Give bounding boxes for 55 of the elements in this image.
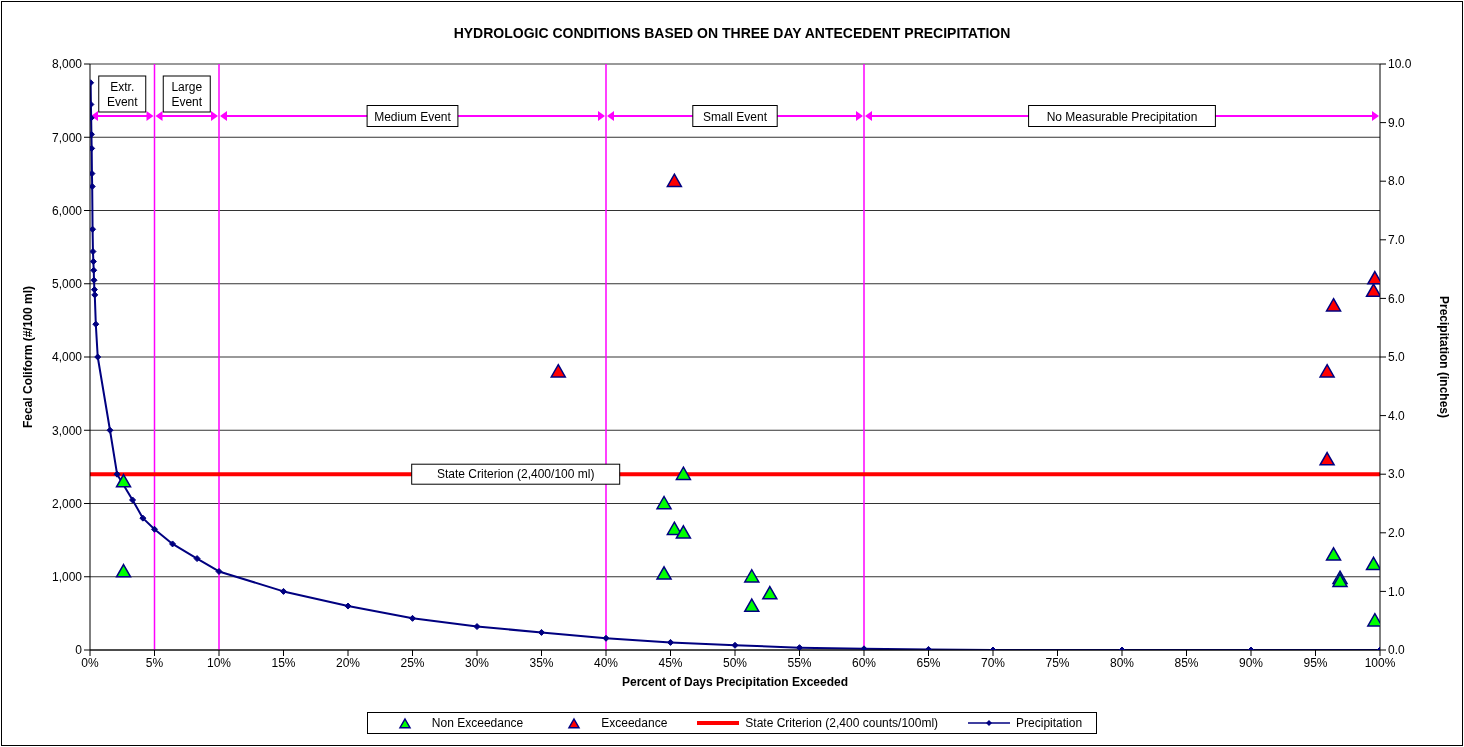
x-tick-label: 65%: [916, 655, 941, 670]
x-tick-label: 95%: [1303, 655, 1328, 670]
y2-tick-label: 8.0: [1388, 174, 1406, 189]
y2-tick-label: 2.0: [1388, 526, 1406, 541]
x-tick-label: 0%: [81, 655, 99, 670]
x-tick-label: 35%: [529, 655, 554, 670]
x-tick-label: 70%: [980, 655, 1006, 670]
x-tick-label: 100%: [1364, 655, 1396, 670]
y-tick-label: 0: [75, 643, 83, 658]
legend-label: Exceedance: [601, 716, 668, 730]
y2-tick-label: 1.0: [1388, 584, 1406, 599]
y2-tick-label: 10.0: [1388, 57, 1412, 72]
x-tick-label: 50%: [722, 655, 748, 670]
legend-label: Non Exceedance: [431, 716, 524, 730]
y-tick-label: 1,000: [51, 570, 83, 585]
y2-tick-label: 7.0: [1388, 233, 1406, 248]
x-tick-label: 10%: [206, 655, 232, 670]
x-tick-label: 90%: [1238, 655, 1264, 670]
y2-tick-label: 6.0: [1388, 291, 1406, 306]
y2-axis-title: Precipitation (inches): [1436, 295, 1451, 419]
y2-tick-label: 5.0: [1388, 350, 1406, 365]
x-tick-label: 55%: [787, 655, 812, 670]
annotation: Small Event: [702, 109, 768, 124]
y2-tick-label: 4.0: [1388, 408, 1406, 423]
y-tick-label: 3,000: [51, 423, 83, 438]
y-tick-label: 2,000: [51, 496, 83, 511]
x-tick-label: 40%: [593, 655, 619, 670]
y-tick-label: 7,000: [51, 130, 83, 145]
y-tick-label: 5,000: [51, 277, 83, 292]
x-tick-label: 15%: [271, 655, 296, 670]
legend-label: Precipitation: [1016, 716, 1083, 730]
x-tick-label: 5%: [145, 655, 164, 670]
x-tick-label: 75%: [1045, 655, 1070, 670]
x-tick-label: 30%: [464, 655, 490, 670]
y2-tick-label: 3.0: [1388, 467, 1406, 482]
y-tick-label: 8,000: [51, 57, 83, 72]
annotation: State Criterion (2,400/100 ml): [437, 467, 595, 482]
x-tick-label: 25%: [400, 655, 425, 670]
y-tick-label: 6,000: [51, 203, 83, 218]
x-tick-label: 85%: [1174, 655, 1199, 670]
x-tick-label: 60%: [851, 655, 877, 670]
annotation: No Measurable Precipitation: [1046, 109, 1198, 124]
x-axis-title: Percent of Days Precipitation Exceeded: [621, 675, 849, 689]
annotation: Extr. Event: [106, 80, 139, 109]
y2-tick-label: 0.0: [1388, 643, 1406, 658]
annotation: Medium Event: [374, 109, 452, 124]
annotation: Large Event: [171, 80, 203, 109]
y2-tick-label: 9.0: [1388, 115, 1406, 130]
chart-title: HYDROLOGIC CONDITIONS BASED ON THREE DAY ANTECEDENT PRECIPITATION: [452, 25, 1012, 41]
x-tick-label: 20%: [335, 655, 361, 670]
x-tick-label: 80%: [1109, 655, 1135, 670]
legend-label: State Criterion (2,400 counts/100ml): [745, 716, 939, 730]
y-tick-label: 4,000: [51, 350, 83, 365]
y-axis-title: Fecal Coliform (#/100 ml): [21, 285, 36, 429]
x-tick-label: 45%: [658, 655, 683, 670]
